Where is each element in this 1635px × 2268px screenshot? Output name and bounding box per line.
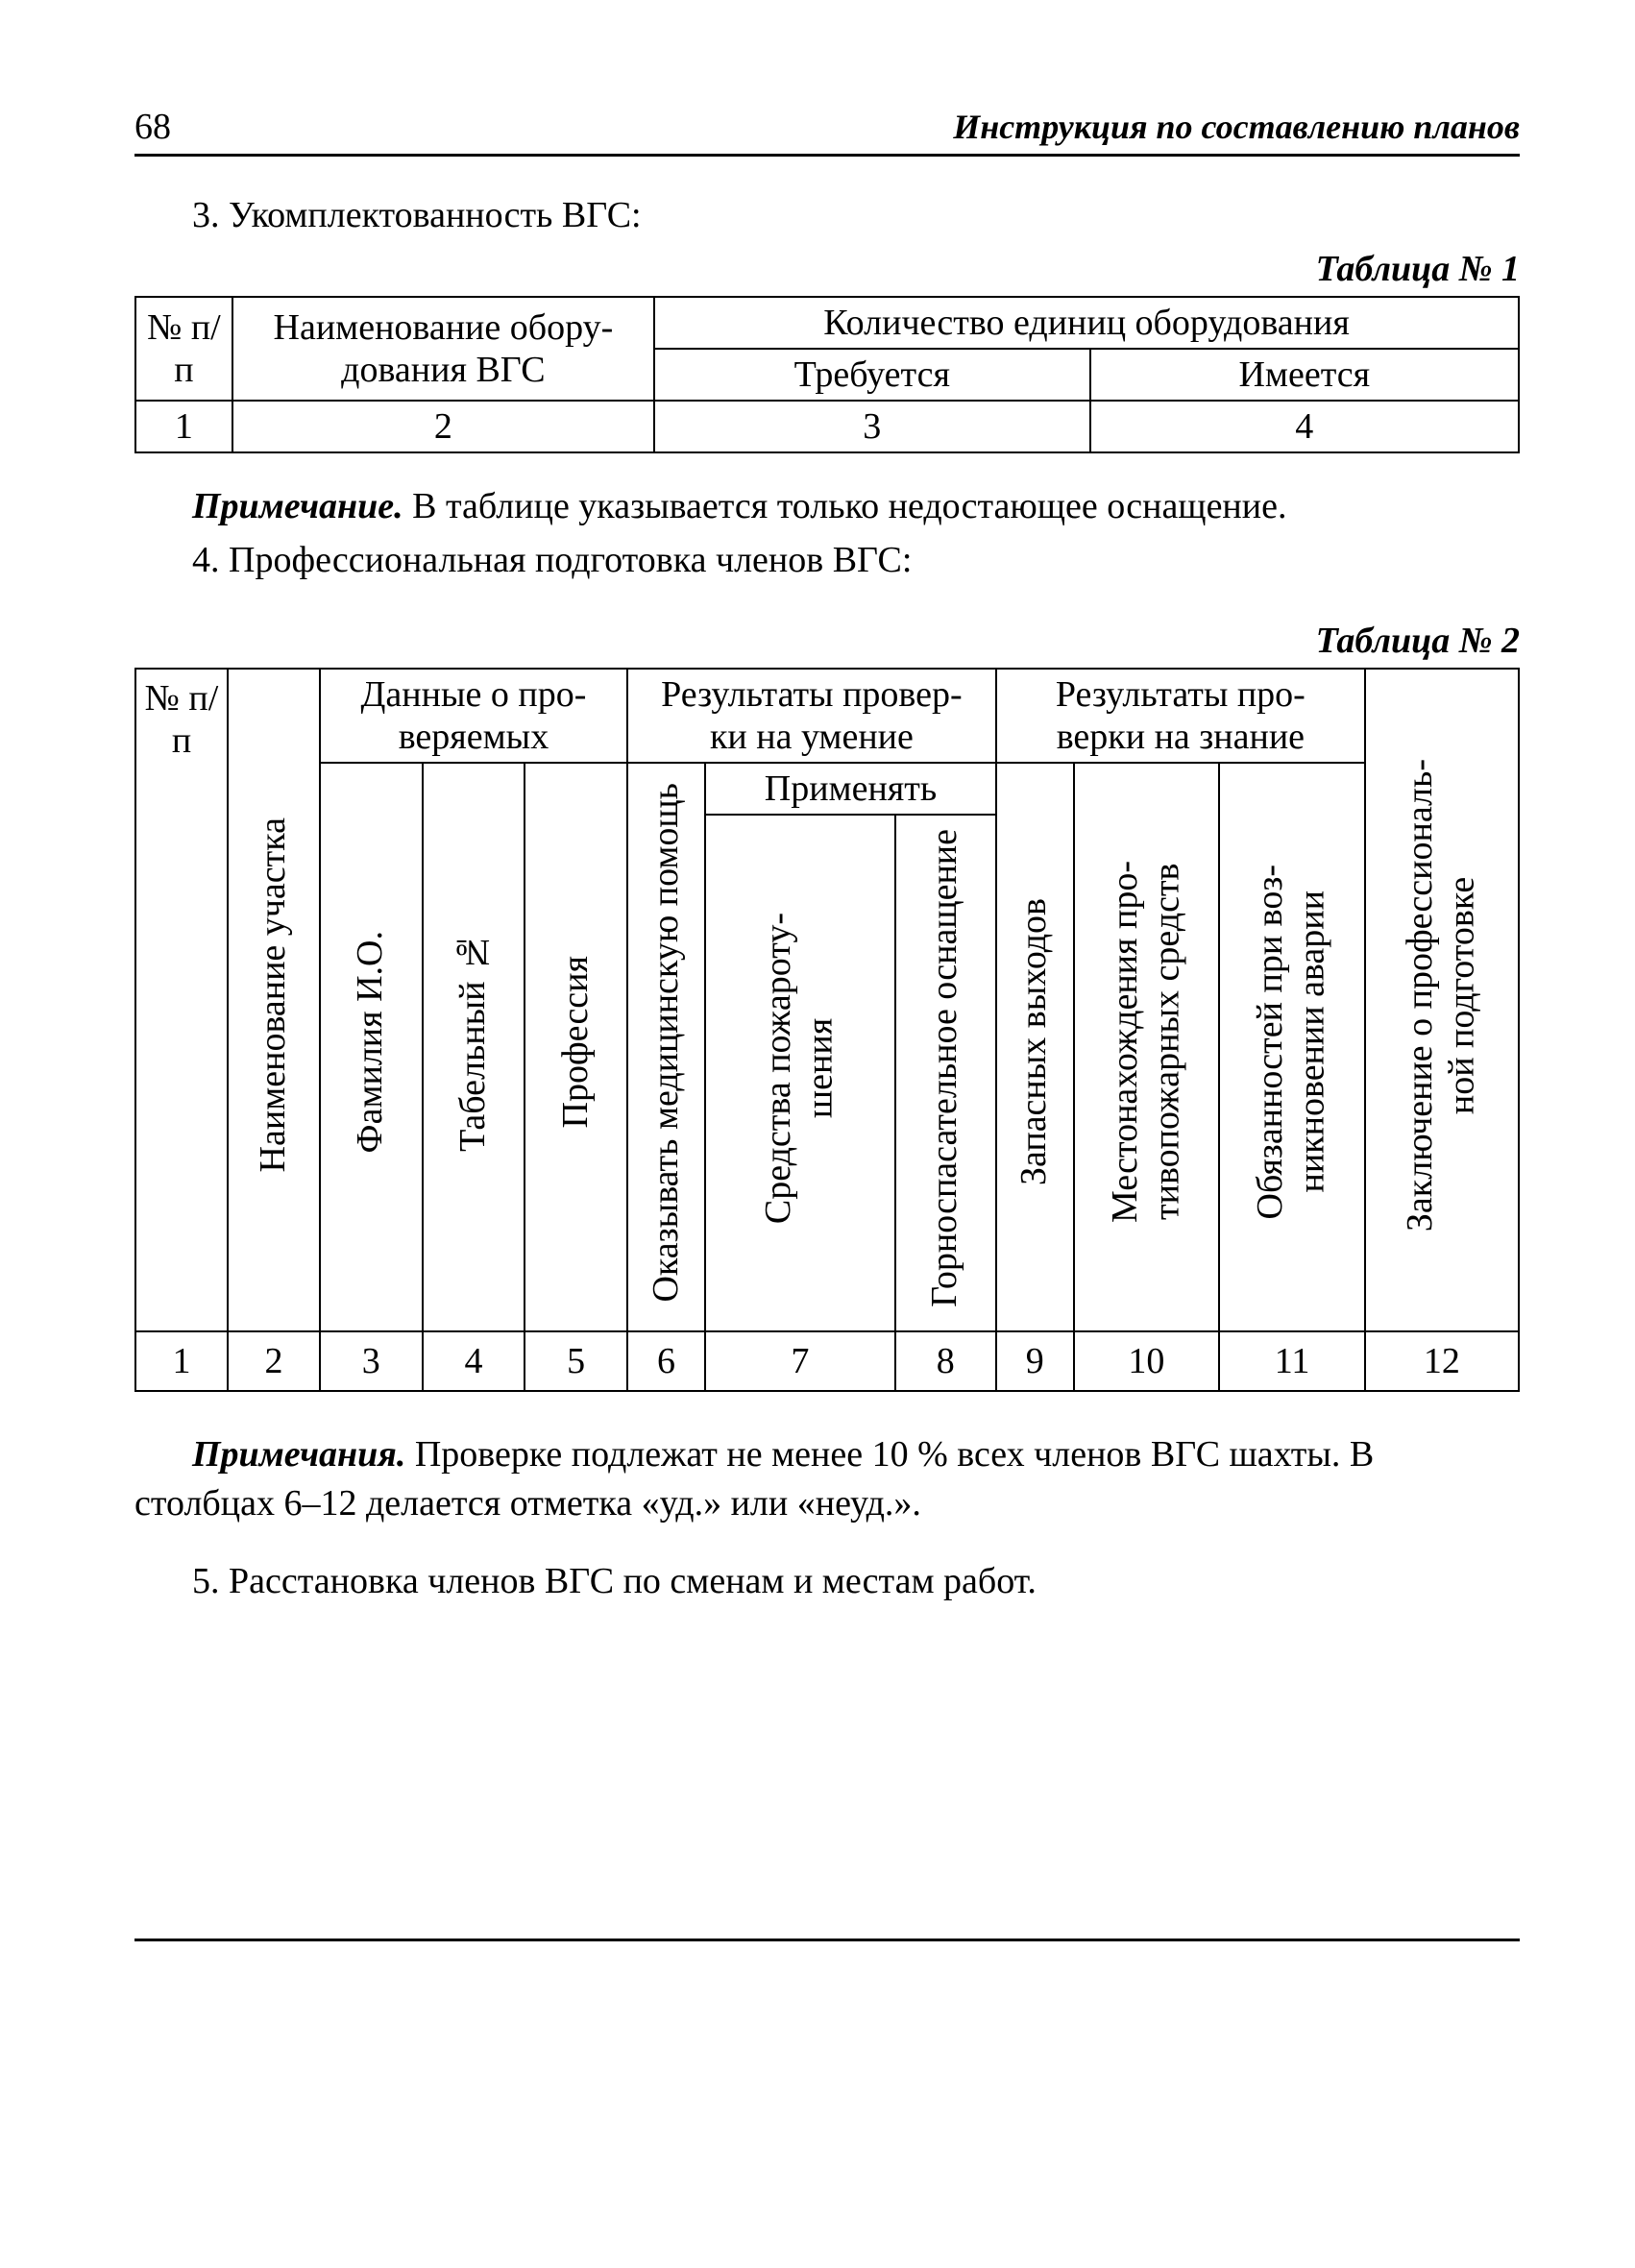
- cell: 7: [705, 1331, 895, 1391]
- cell-text: Фамилия И.О.: [350, 921, 392, 1162]
- cell-text: Обязанностей при воз-никновении аварии: [1250, 855, 1333, 1230]
- cell-text: Оказывать медицинскую помощь: [646, 773, 688, 1312]
- cell: 11: [1219, 1331, 1365, 1391]
- note-1: Примечание. В таблице указывается только…: [134, 482, 1520, 531]
- cell: 5: [525, 1331, 627, 1391]
- cell-text: Горноспасательное оснащение: [924, 819, 966, 1317]
- cell-text: Местонахождения про-тивопожарных средств: [1105, 851, 1188, 1232]
- cell: 8: [895, 1331, 996, 1391]
- cell: 6: [627, 1331, 705, 1391]
- table-row: № п/п Наименование участка Данные о про-…: [135, 669, 1519, 763]
- cell-text: Результаты провер-ки на умение: [661, 674, 963, 757]
- cell: 4: [423, 1331, 525, 1391]
- note-label: Примечание.: [192, 486, 403, 526]
- t2-head-section: Наименование участка: [228, 669, 320, 1331]
- cell: 9: [996, 1331, 1074, 1391]
- t1-head-required: Требуется: [654, 349, 1090, 401]
- cell: 1: [135, 1331, 228, 1391]
- table-row: Фамилия И.О. Табельный № Профессия Оказы…: [135, 763, 1519, 815]
- table1-caption: Таблица № 1: [134, 248, 1520, 290]
- section-3-heading: 3. Укомплектованность ВГС:: [134, 191, 1520, 240]
- note-text: В таблице указывается только недостающее…: [403, 486, 1287, 526]
- cell: 3: [320, 1331, 423, 1391]
- cell-text: Наименование участка: [253, 808, 295, 1182]
- t2-head-rescue: Горноспасательное оснащение: [895, 815, 996, 1331]
- t2-head-fio: Фамилия И.О.: [320, 763, 423, 1331]
- page-number: 68: [134, 106, 171, 148]
- cell-text: Заключение о профессиональ-ной подготовк…: [1400, 749, 1483, 1241]
- t2-head-tabnum: Табельный №: [423, 763, 525, 1331]
- cell-text: Профессия: [555, 946, 598, 1137]
- cell: 2: [228, 1331, 320, 1391]
- table-row: 1 2 3 4: [135, 401, 1519, 452]
- document-page: 68 Инструкция по составлению планов 3. У…: [0, 0, 1635, 2268]
- cell-text: Наименование обору-дования ВГС: [274, 307, 614, 390]
- t2-head-apply: Применять: [705, 763, 996, 815]
- t2-head-duties: Обязанностей при воз-никновении аварии: [1219, 763, 1365, 1331]
- cell-text: Применять: [765, 768, 937, 809]
- cell-text: Результаты про-верки на знание: [1056, 674, 1306, 757]
- footer-rule: [134, 1939, 1520, 1941]
- cell-text: Запасных выходов: [1013, 889, 1056, 1195]
- cell-text: № п/п: [145, 678, 219, 761]
- running-title: Инструкция по составлению планов: [953, 107, 1520, 147]
- t2-head-num: № п/п: [135, 669, 228, 1331]
- table-row: № п/п Наименование обору-дования ВГС Кол…: [135, 297, 1519, 349]
- t2-head-med: Оказывать медицинскую помощь: [627, 763, 705, 1331]
- t2-head-prof: Профессия: [525, 763, 627, 1331]
- table2-caption: Таблица № 2: [134, 620, 1520, 662]
- cell-text: Имеется: [1238, 354, 1370, 395]
- cell-text: Количество единиц оборудования: [823, 303, 1350, 343]
- cell-text: Табельный №: [452, 922, 495, 1161]
- page-header: 68 Инструкция по составлению планов: [134, 106, 1520, 157]
- note-2: Примечания. Проверке подлежат не менее 1…: [134, 1430, 1520, 1529]
- cell: 12: [1365, 1331, 1519, 1391]
- cell: 1: [135, 401, 232, 452]
- t2-head-fireloc: Местонахождения про-тивопожарных средств: [1074, 763, 1220, 1331]
- t2-head-conclusion: Заключение о профессиональ-ной подготовк…: [1365, 669, 1519, 1331]
- table-2: № п/п Наименование участка Данные о про-…: [134, 668, 1520, 1392]
- t2-head-firefight: Средства пожароту-шения: [705, 815, 895, 1331]
- t1-head-num: № п/п: [135, 297, 232, 401]
- t2-head-exits: Запасных выходов: [996, 763, 1074, 1331]
- cell-text: № п/п: [147, 307, 221, 390]
- cell: 2: [232, 401, 654, 452]
- section-4-heading: 4. Профессиональная подготовка членов ВГ…: [134, 536, 1520, 585]
- t1-head-qty: Количество единиц оборудования: [654, 297, 1519, 349]
- t1-head-available: Имеется: [1090, 349, 1519, 401]
- cell: 10: [1074, 1331, 1220, 1391]
- cell-text: Требуется: [794, 354, 950, 395]
- table-1: № п/п Наименование обору-дования ВГС Кол…: [134, 296, 1520, 453]
- cell: 3: [654, 401, 1090, 452]
- t2-head-group-data: Данные о про-веряемых: [320, 669, 627, 763]
- cell-text: Средства пожароту-шения: [758, 903, 842, 1233]
- table-row: 1 2 3 4 5 6 7 8 9 10 11 12: [135, 1331, 1519, 1391]
- t1-head-name: Наименование обору-дования ВГС: [232, 297, 654, 401]
- cell-text: Данные о про-веряемых: [361, 674, 587, 757]
- section-5-heading: 5. Расстановка членов ВГС по сменам и ме…: [134, 1557, 1520, 1606]
- note-label: Примечания.: [192, 1434, 405, 1475]
- t2-head-group-skill: Результаты провер-ки на умение: [627, 669, 996, 763]
- t2-head-group-knowledge: Результаты про-верки на знание: [996, 669, 1365, 763]
- cell: 4: [1090, 401, 1519, 452]
